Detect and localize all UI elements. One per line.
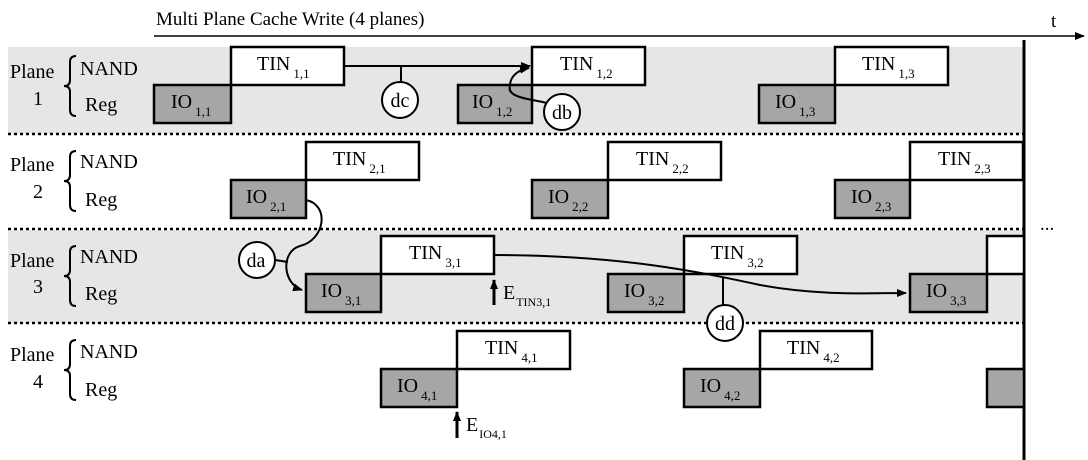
io-label: IO 1,2 xyxy=(472,91,512,119)
tin-label: TIN 2,2 xyxy=(636,148,689,176)
plane-1-reg-label: Reg xyxy=(85,94,117,116)
io-block xyxy=(682,367,762,409)
plane-3-brace xyxy=(63,245,77,307)
io-label: IO 1,1 xyxy=(171,91,211,119)
tin-label: TIN 4,2 xyxy=(787,337,840,365)
io-block xyxy=(908,272,989,314)
plane-2-label: Plane xyxy=(10,154,55,176)
dependency-stem-da xyxy=(274,259,289,263)
plane-2-label-group: Plane 2 NAND Reg xyxy=(10,150,138,212)
tin-block xyxy=(682,234,799,276)
plane-1-nand-label: NAND xyxy=(80,58,138,80)
plane-1-number: 1 xyxy=(33,88,43,110)
tin-label: TIN 4,1 xyxy=(485,337,538,365)
plane-3-nand-label: NAND xyxy=(80,246,138,268)
tin-block xyxy=(758,329,874,371)
dependency-arrow-db-head xyxy=(509,65,530,87)
plane-2-reg-label: Reg xyxy=(85,189,117,211)
io-block xyxy=(152,83,233,125)
io-label: IO 4,2 xyxy=(700,375,740,403)
tin-label: TIN 1,1 xyxy=(257,53,310,81)
tin-label: TIN 3,1 xyxy=(409,242,462,270)
diagram-title: Multi Plane Cache Write (4 planes) xyxy=(156,9,425,30)
io-block xyxy=(379,367,459,409)
io-block xyxy=(833,178,912,220)
io-label: IO 3,2 xyxy=(624,280,664,308)
tin-block xyxy=(530,45,647,87)
plane-3-band xyxy=(8,230,1023,323)
dependency-label-dc: dc xyxy=(391,90,410,112)
tin-block xyxy=(229,45,346,87)
plane-4-number: 4 xyxy=(33,371,43,393)
tin-block-partial xyxy=(985,234,1026,276)
tin-block xyxy=(833,45,950,87)
io-label: IO 2,3 xyxy=(851,186,891,214)
plane-3-label-group: Plane 3 NAND Reg xyxy=(10,245,138,307)
plane-3-number: 3 xyxy=(33,276,43,298)
io-label: IO 3,1 xyxy=(321,280,361,308)
dependency-arrow-da xyxy=(285,199,323,292)
io-block xyxy=(606,272,686,314)
tin-label: TIN 1,2 xyxy=(560,53,613,81)
io-block xyxy=(229,178,308,220)
tin-block xyxy=(379,234,496,276)
tin-block xyxy=(606,140,723,182)
io-label: IO 3,3 xyxy=(926,280,966,308)
tin-block xyxy=(908,140,1025,182)
tin-block xyxy=(455,329,572,371)
io-block xyxy=(530,178,610,220)
plane-1-brace xyxy=(63,55,77,117)
continuation-ellipsis: ... xyxy=(1040,214,1054,235)
plane-4-reg-label: Reg xyxy=(85,379,117,401)
io-label: IO 1,3 xyxy=(775,91,815,119)
tin-label: TIN 2,1 xyxy=(333,148,386,176)
event-label-tin31: ETIN3,1 xyxy=(503,282,551,309)
plane-4-nand-label: NAND xyxy=(80,341,138,363)
plane-4-label: Plane xyxy=(10,344,55,366)
tin-label: TIN 1,3 xyxy=(862,53,915,81)
io-block xyxy=(304,272,383,314)
dependency-arrow-dd xyxy=(493,254,907,298)
dependency-node-db xyxy=(543,93,581,131)
io-block xyxy=(757,83,837,125)
dependency-node-dd xyxy=(706,304,744,342)
plane-2-number: 2 xyxy=(33,181,43,203)
plane-1-label: Plane xyxy=(10,61,55,83)
io-block-partial xyxy=(985,367,1026,409)
dependency-label-da: da xyxy=(247,250,266,272)
tin-label: TIN 2,3 xyxy=(938,148,991,176)
time-axis-label: t xyxy=(1051,11,1057,32)
plane-2-brace xyxy=(63,150,77,212)
tin-label: TIN 3,2 xyxy=(711,242,764,270)
plane-3-reg-label: Reg xyxy=(85,283,117,305)
event-label-io41: EIO4,1 xyxy=(466,414,507,441)
dependency-node-dc xyxy=(381,81,419,119)
dependency-label-db: db xyxy=(552,102,572,124)
io-block xyxy=(456,83,534,125)
plane-3-label: Plane xyxy=(10,250,55,272)
tin-block xyxy=(304,140,421,182)
dependency-label-dd: dd xyxy=(715,313,735,335)
io-label: IO 4,1 xyxy=(397,375,437,403)
io-label: IO 2,1 xyxy=(246,186,286,214)
io-label: IO 2,2 xyxy=(548,186,588,214)
plane-1-label-group: Plane 1 NAND Reg xyxy=(10,55,138,117)
plane-2-nand-label: NAND xyxy=(80,151,138,173)
plane-4-label-group: Plane 4 NAND Reg xyxy=(10,339,138,401)
plane-4-brace xyxy=(63,339,77,401)
